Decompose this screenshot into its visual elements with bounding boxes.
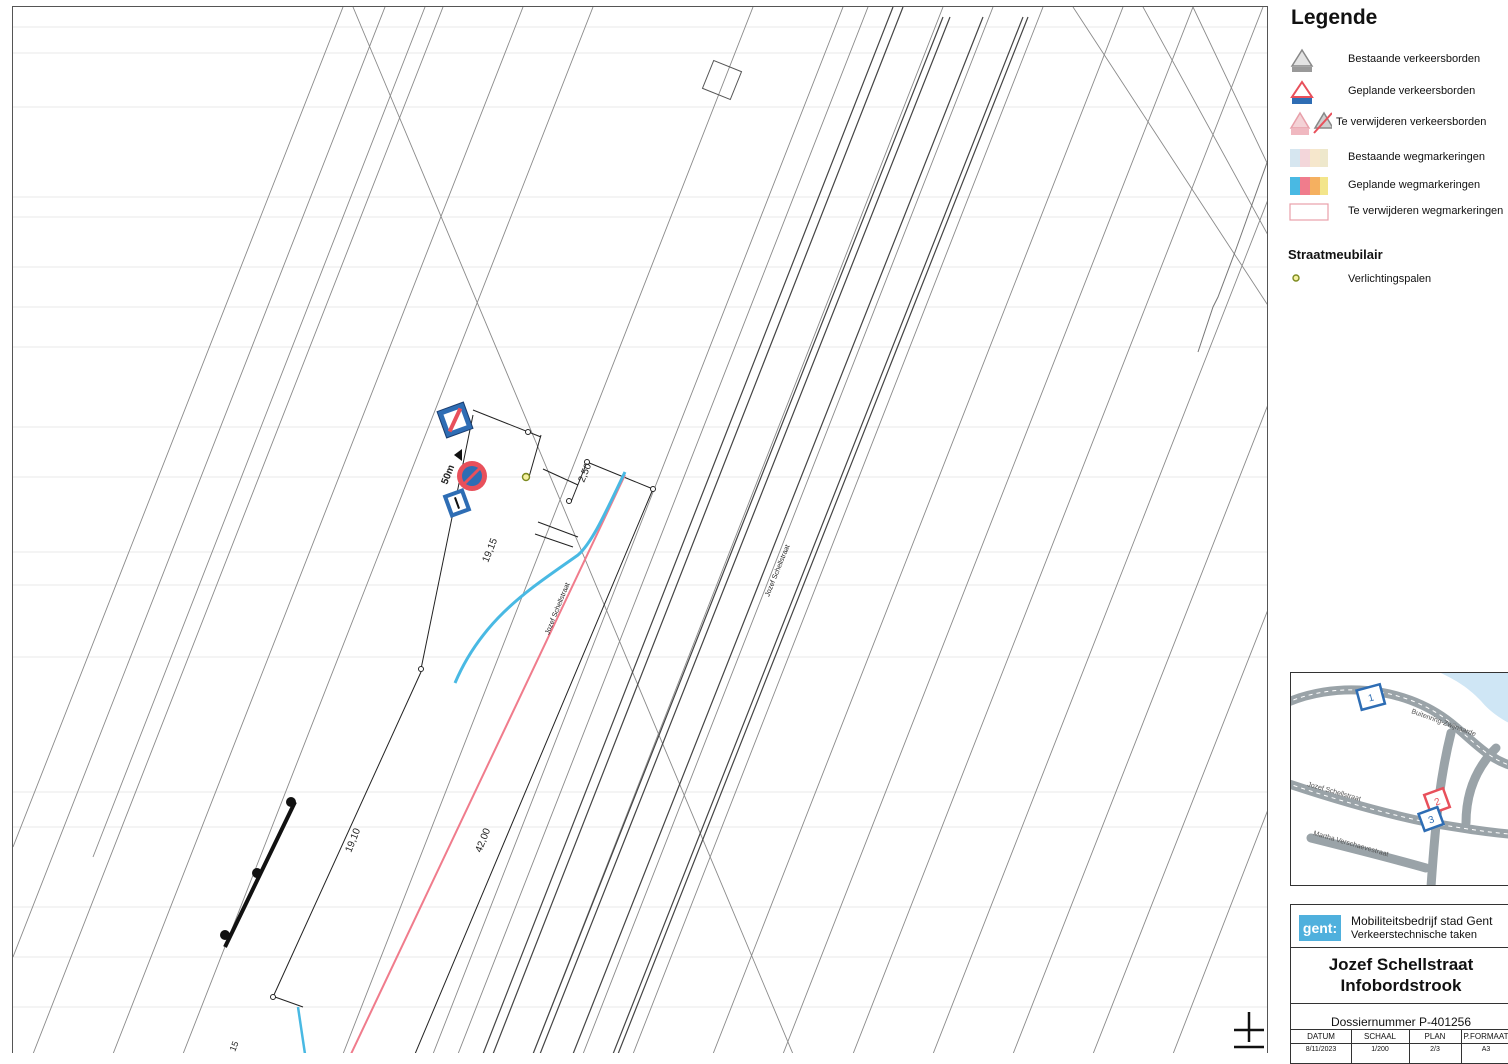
svg-text:2: 2 — [1433, 796, 1442, 808]
divider — [1409, 1029, 1410, 1063]
legend-label: Geplande verkeersborden — [1348, 85, 1476, 97]
value-datum: 8/11/2023 — [1305, 1046, 1337, 1053]
map-drawing: 50m 2,50 19,15 19,10 42,00 15 Jozef Sche… — [12, 6, 1268, 1053]
planned-sign-no-stopping — [457, 461, 487, 491]
legend-label: Geplande wegmarkeringen — [1348, 179, 1481, 191]
divider — [1461, 1029, 1462, 1063]
legend-label: Te verwijderen wegmarkeringen — [1348, 205, 1504, 217]
legend-panel: Legende Bestaande verkeersborden Gepland… — [1282, 0, 1508, 1053]
divider — [1291, 1043, 1508, 1044]
legend-label: Bestaande wegmarkeringen — [1348, 151, 1485, 163]
legend-item: Geplande wegmarkeringen — [1286, 174, 1508, 198]
dimension-19-15: 19,15 — [481, 536, 501, 564]
value-plan: 2/3 — [1430, 1046, 1440, 1053]
divider — [1291, 1003, 1508, 1004]
planned-marking-line — [350, 474, 626, 1053]
dimension-50m: 50m — [440, 463, 458, 486]
legend-item: Bestaande wegmarkeringen — [1286, 146, 1508, 170]
planned-sign-subplate — [442, 487, 472, 519]
existing-marking-icon — [1290, 149, 1328, 167]
planned-marking-bottom — [296, 1006, 307, 1053]
map-canvas: 50m 2,50 19,15 19,10 42,00 15 Jozef Sche… — [13, 7, 1267, 1053]
divider — [1291, 947, 1508, 948]
remove-sign-icon — [1289, 111, 1332, 135]
dimension-19-10: 19,10 — [344, 826, 364, 854]
light-pole-icon — [521, 472, 531, 482]
gent-logo: gent: — [1299, 915, 1341, 941]
svg-text:1: 1 — [1367, 692, 1376, 704]
dimension-42-00: 42,00 — [474, 826, 494, 854]
parcel-lines — [13, 7, 1267, 1053]
header-datum: DATUM — [1307, 1032, 1335, 1041]
dimension-15: 15 — [228, 1040, 241, 1053]
department-name: Verkeerstechnische taken — [1351, 929, 1477, 941]
divider — [1351, 1029, 1352, 1063]
title-block: gent: Mobiliteitsbedrijf stad Gent Verke… — [1290, 904, 1508, 1064]
header-formaat: P.FORMAAT — [1463, 1032, 1508, 1041]
planned-sign-icon — [1290, 80, 1314, 104]
header-schaal: SCHAAL — [1363, 1032, 1396, 1041]
legend-item: Te verwijderen wegmarkeringen — [1286, 200, 1508, 224]
planned-marking-curve — [453, 471, 627, 684]
value-formaat: A3 — [1481, 1046, 1491, 1053]
remove-marking-icon — [1289, 203, 1329, 221]
background-bands — [13, 26, 1267, 1008]
dimension-ticks — [270, 429, 656, 1000]
arrow-icon — [454, 449, 462, 461]
svg-text:3: 3 — [1427, 814, 1436, 826]
section-title: Straatmeubilair — [1288, 247, 1383, 262]
divider — [1291, 1029, 1508, 1030]
legend-item: Bestaande verkeersborden — [1286, 48, 1508, 72]
light-pole-icon — [1292, 274, 1300, 282]
overview-canvas: Buitenring-Zwijnaarde Jozef Schellstraat… — [1291, 673, 1508, 885]
overview-marker-3: 3 — [1416, 805, 1446, 833]
existing-sign-icon — [1290, 48, 1314, 72]
plan-subtitle: Infobordstrook — [1340, 976, 1462, 995]
overview-map: Buitenring-Zwijnaarde Jozef Schellstraat… — [1290, 672, 1508, 886]
parcel-boundary — [1197, 161, 1267, 353]
value-schaal: 1/200 — [1371, 1046, 1389, 1053]
planned-sign-no-parking — [436, 401, 474, 439]
water-area — [1441, 673, 1508, 723]
legend-item: Te verwijderen verkeersborden — [1286, 111, 1508, 135]
overview-marker-1: 1 — [1355, 682, 1387, 712]
road-edges — [482, 7, 1029, 1053]
scale-symbol — [1234, 1012, 1264, 1049]
street-element-nodes — [220, 797, 296, 940]
legend-label: Verlichtingspalen — [1348, 273, 1432, 285]
dossier-number: Dossiernummer P-401256 — [1330, 1015, 1472, 1029]
planned-marking-icon — [1290, 177, 1328, 195]
street-label: Jozef Schellstraat — [544, 582, 571, 636]
legend-label: Te verwijderen verkeersborden — [1336, 116, 1487, 128]
overview-marker-2: 2 — [1422, 786, 1452, 816]
legend-label: Bestaande verkeersborden — [1348, 53, 1481, 65]
header-plan: PLAN — [1424, 1032, 1446, 1041]
organisation-name: Mobiliteitsbedrijf stad Gent — [1351, 914, 1493, 928]
legend-item: Verlichtingspalen — [1286, 268, 1508, 292]
legend-title: Legende — [1291, 6, 1378, 29]
building-outline — [701, 59, 743, 101]
dimension-2-50: 2,50 — [577, 462, 595, 485]
plan-title: Jozef Schellstraat — [1328, 955, 1474, 974]
legend-item: Geplande verkeersborden — [1286, 80, 1508, 104]
